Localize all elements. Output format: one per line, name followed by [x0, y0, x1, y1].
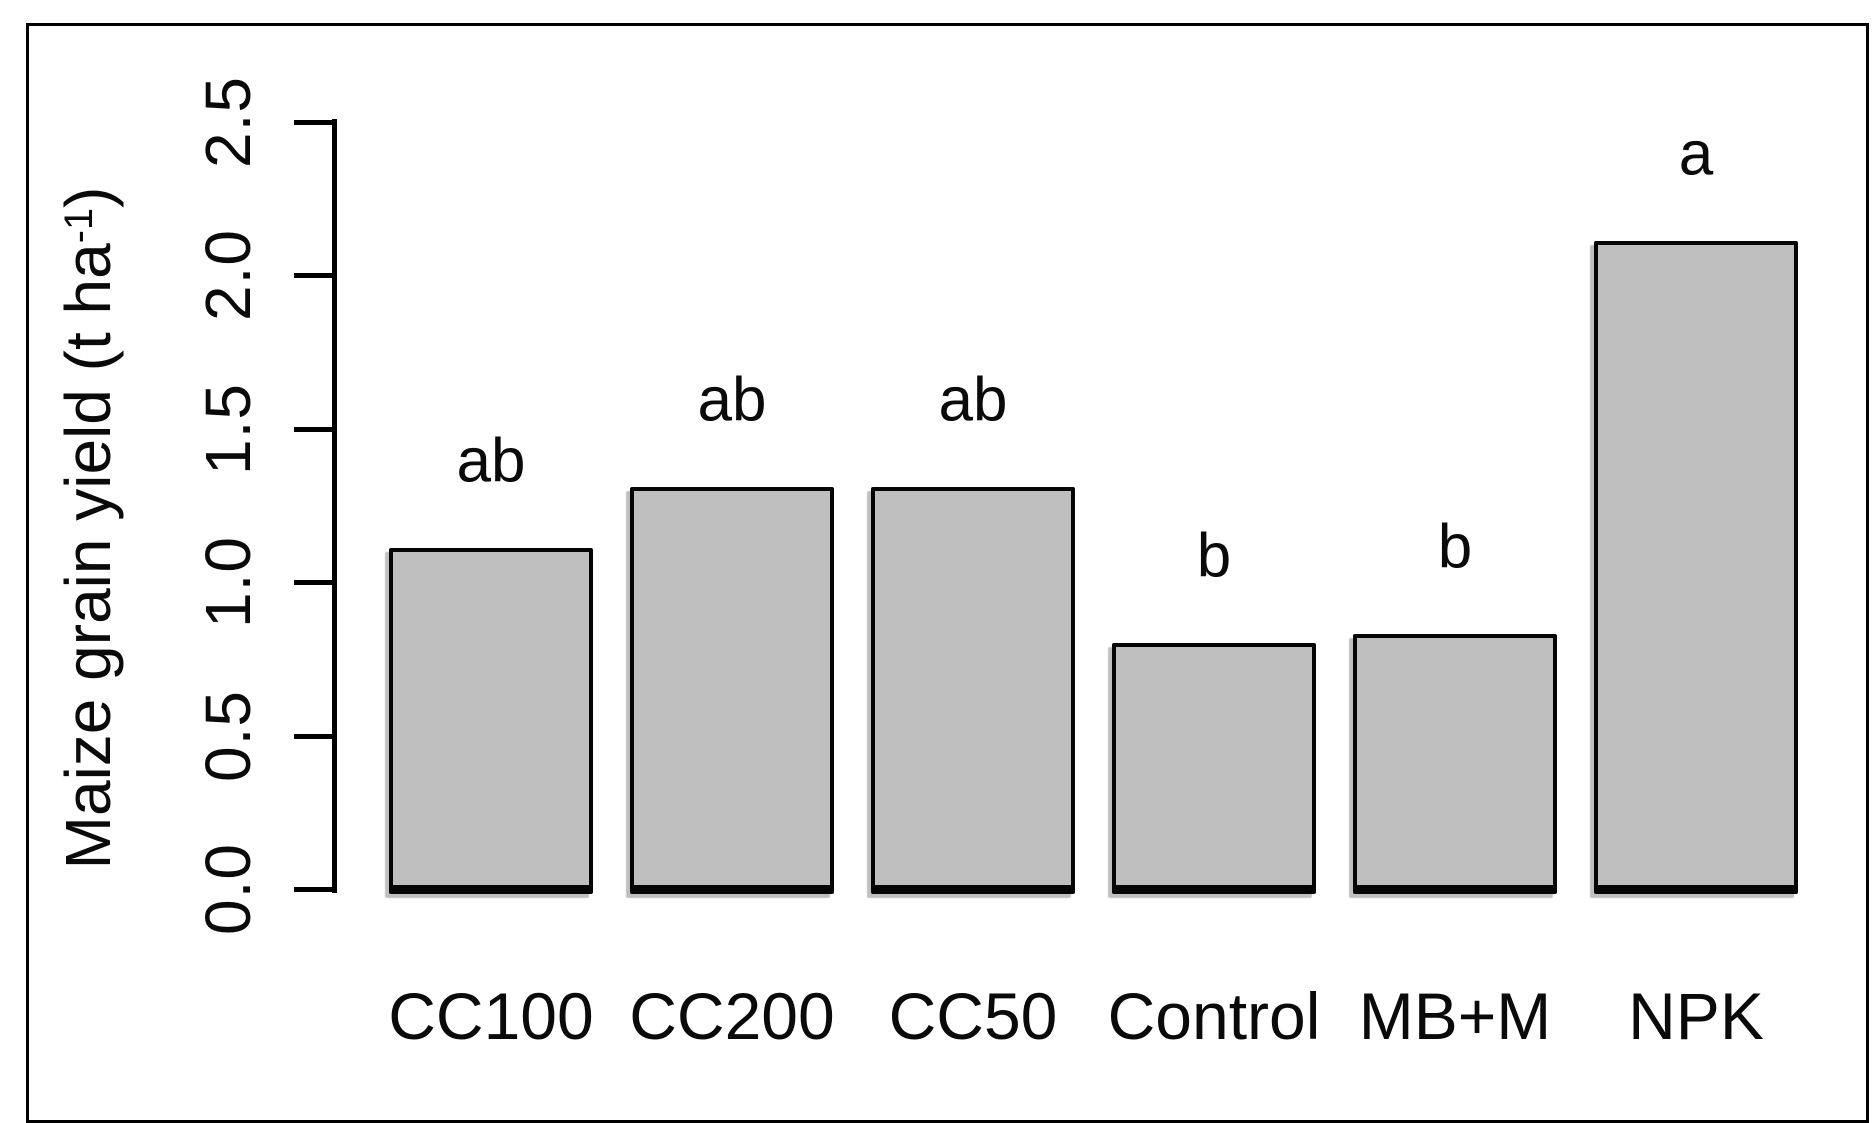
y-axis-tick-label: 0.0 — [192, 843, 264, 935]
bar-control — [1112, 643, 1316, 894]
significance-letter-control: b — [1196, 521, 1232, 591]
x-axis-category-label-cc100: CC100 — [388, 979, 594, 1053]
y-axis-tick — [294, 119, 336, 125]
y-axis-tick-label: 0.5 — [192, 689, 264, 782]
x-axis-category-label-cc50: CC50 — [888, 979, 1058, 1053]
y-axis-tick — [294, 887, 336, 892]
y-axis-title-close-paren: ) — [52, 186, 124, 208]
significance-letter-cc200: ab — [697, 365, 767, 435]
x-axis-category-label-cc200: CC200 — [629, 979, 835, 1053]
bar-mb-m — [1353, 634, 1557, 894]
y-axis-title-text: Maize grain yield (t ha — [52, 243, 124, 870]
x-axis-category-label-npk: NPK — [1628, 979, 1764, 1053]
y-axis-tick — [294, 733, 336, 739]
y-axis-line — [332, 119, 337, 893]
significance-letter-cc100: ab — [456, 426, 526, 496]
y-axis-tick — [294, 580, 336, 585]
bar-cc50 — [871, 486, 1075, 894]
y-axis-tick-label: 2.0 — [192, 229, 264, 321]
x-axis-category-label-control: Control — [1107, 979, 1321, 1053]
x-axis-category-label-mb-m: MB+M — [1358, 979, 1552, 1053]
y-axis-title: Maize grain yield (t ha-1) — [51, 187, 125, 870]
bar-chart-figure: 0.0 0.5 1.0 1.5 2.0 2.5 Maize grain yield (t … — [26, 23, 1869, 1123]
significance-letter-cc50: ab — [938, 365, 1008, 435]
significance-letter-mb-m: b — [1437, 512, 1473, 582]
y-axis-title-superscript: -1 — [57, 207, 101, 244]
y-axis-tick-label: 1.5 — [192, 382, 264, 475]
bar-cc100 — [389, 548, 593, 894]
y-axis-tick-label: 1.0 — [192, 536, 264, 628]
bar-cc200 — [630, 486, 834, 894]
bar-npk — [1594, 241, 1798, 894]
y-axis-tick — [294, 426, 336, 432]
y-axis-tick-label: 2.5 — [192, 75, 264, 168]
significance-letter-npk: a — [1678, 119, 1714, 189]
y-axis-tick — [294, 273, 336, 278]
